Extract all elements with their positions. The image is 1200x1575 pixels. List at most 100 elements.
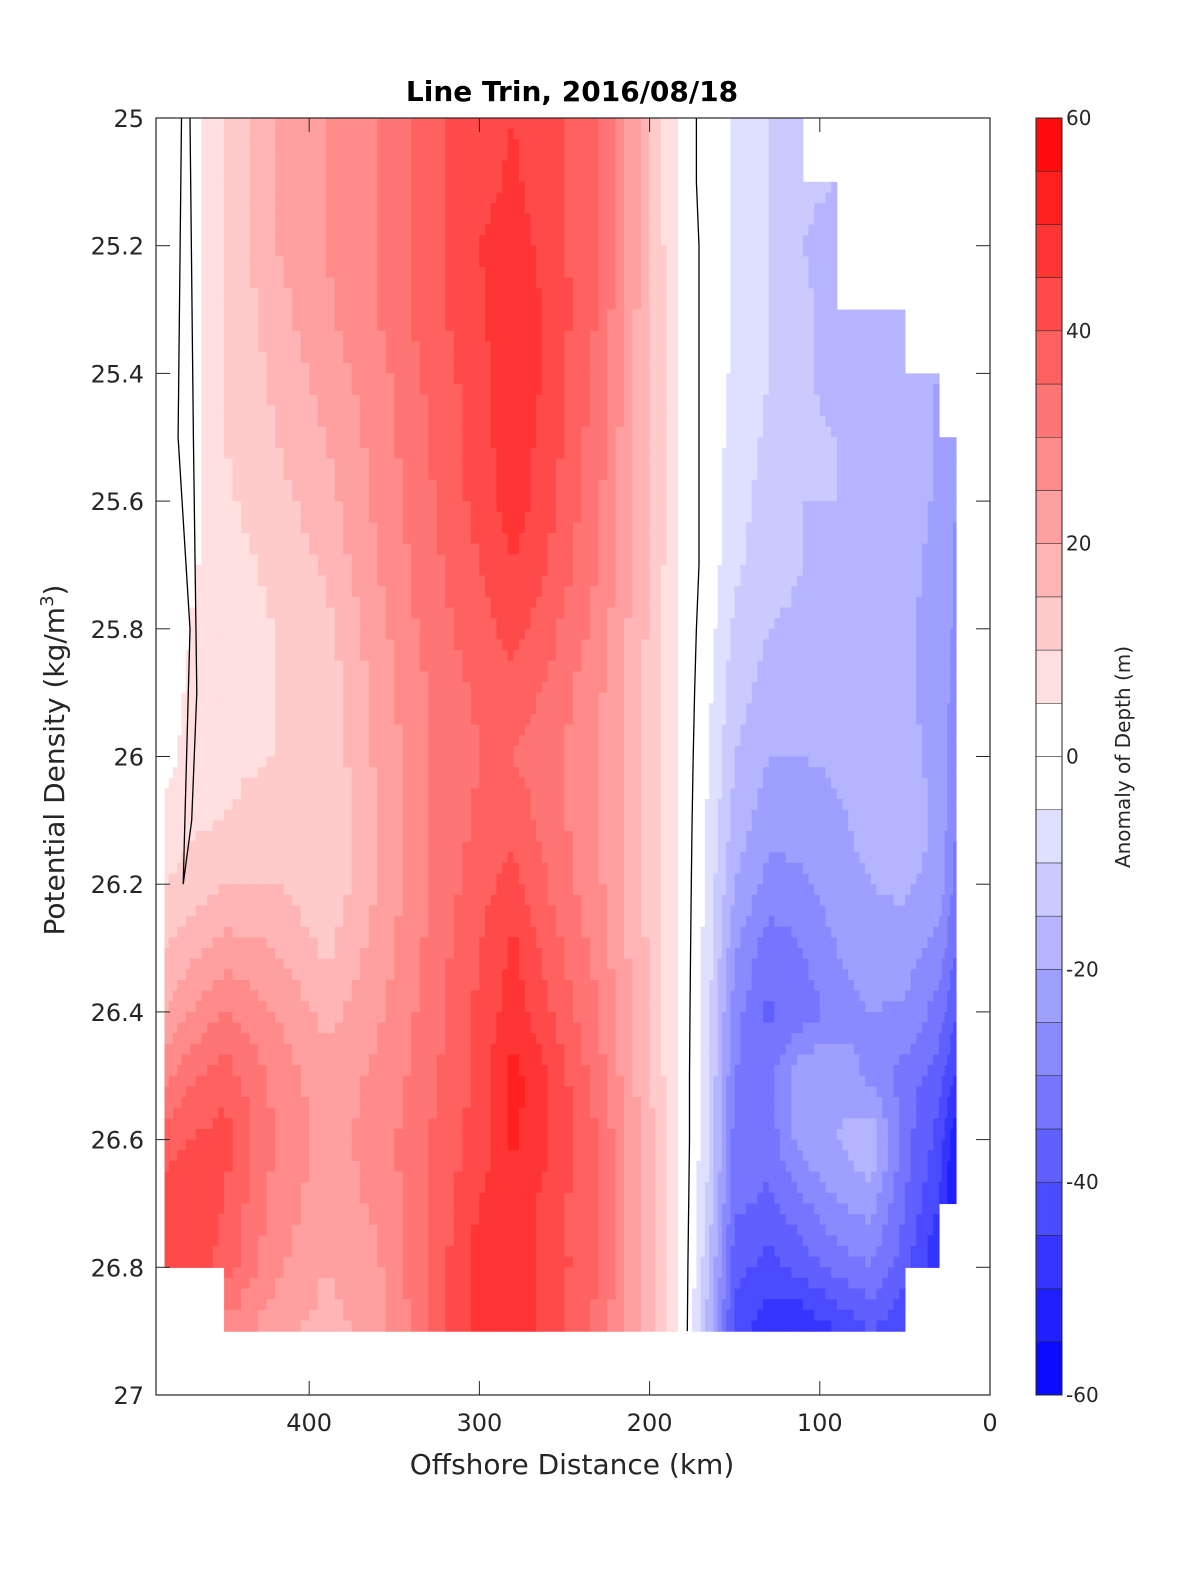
contour-cell: [726, 203, 732, 215]
contour-cell: [201, 224, 208, 236]
contour-cell: [704, 522, 710, 534]
contour-cell: [740, 203, 747, 215]
contour-cell: [709, 320, 715, 332]
contour-cell: [351, 618, 361, 630]
contour-cell: [774, 213, 781, 226]
contour-cell: [249, 405, 259, 417]
contour-cell: [746, 426, 753, 438]
contour-cell: [164, 533, 170, 545]
contour-cell: [195, 564, 202, 577]
contour-cell: [757, 192, 764, 204]
contour-cell: [791, 511, 798, 523]
contour-cell: [490, 564, 497, 577]
contour-cell: [904, 469, 912, 481]
contour-cell: [785, 149, 793, 162]
contour-cell: [547, 384, 557, 396]
contour-cell: [266, 458, 276, 470]
contour-cell: [740, 245, 747, 257]
contour-cell: [717, 362, 723, 374]
contour-cell: [590, 277, 600, 289]
contour-cell: [655, 235, 662, 247]
contour-cell: [791, 437, 798, 449]
contour-cell: [700, 192, 706, 204]
contour-cell: [300, 192, 310, 204]
contour-cell: [649, 394, 656, 406]
contour-cell: [882, 373, 889, 385]
contour-cell: [853, 447, 861, 460]
contour-cell: [530, 405, 537, 417]
contour-cell: [241, 607, 251, 619]
contour-cell: [190, 149, 197, 162]
contour-cell: [607, 235, 617, 247]
contour-cell: [819, 277, 827, 289]
contour-cell: [485, 213, 492, 226]
contour-cell: [360, 288, 370, 300]
contour-cell: [445, 596, 455, 609]
contour-cell: [677, 533, 685, 545]
contour-cell: [343, 320, 353, 332]
contour-cell: [419, 490, 429, 502]
contour-cell: [360, 533, 370, 545]
contour-cell: [241, 533, 251, 545]
contour-cell: [402, 426, 412, 438]
contour-cell: [368, 533, 378, 545]
contour-cell: [904, 384, 912, 396]
contour-cell: [649, 501, 656, 513]
contour-cell: [615, 288, 625, 300]
contour-cell: [536, 277, 543, 289]
contour-cell: [774, 235, 781, 247]
contour-cell: [394, 352, 404, 364]
contour-cell: [541, 533, 549, 545]
contour-cell: [938, 511, 943, 523]
contour-cell: [836, 554, 844, 566]
contour-cell: [360, 501, 370, 513]
contour-cell: [887, 373, 895, 385]
contour-cell: [519, 266, 526, 279]
contour-cell: [453, 607, 463, 619]
contour-cell: [853, 501, 861, 513]
contour-cell: [177, 543, 183, 555]
contour-cell: [283, 490, 293, 502]
contour-cell: [309, 479, 319, 492]
contour-cell: [751, 415, 758, 428]
contour-cell: [185, 533, 191, 545]
contour-cell: [573, 437, 583, 449]
contour-cell: [899, 469, 906, 481]
contour-cell: [555, 288, 566, 300]
contour-cell: [445, 618, 455, 630]
contour-cell: [700, 501, 706, 513]
contour-cell: [768, 149, 775, 162]
contour-cell: [292, 511, 302, 523]
contour-cell: [721, 330, 727, 343]
contour-cell: [164, 245, 170, 257]
contour-cell: [687, 118, 693, 130]
contour-cell: [947, 490, 951, 502]
contour-cell: [607, 554, 617, 566]
contour-cell: [462, 245, 472, 257]
contour-cell: [485, 118, 492, 130]
contour-cell: [641, 213, 651, 226]
contour-cell: [470, 575, 480, 587]
contour-cell: [181, 192, 187, 204]
contour-cell: [730, 469, 736, 481]
contour-cell: [819, 415, 827, 428]
contour-cell: [292, 203, 302, 215]
contour-cell: [768, 128, 775, 140]
contour-cell: [360, 415, 370, 428]
contour-cell: [360, 447, 370, 460]
contour-cell: [334, 426, 344, 438]
contour-cell: [334, 394, 344, 406]
contour-cell: [507, 490, 515, 502]
contour-cell: [825, 362, 832, 374]
contour-cell: [734, 469, 741, 481]
contour-cell: [300, 341, 310, 353]
contour-cell: [502, 298, 509, 311]
contour-cell: [185, 447, 191, 460]
contour-cell: [360, 118, 370, 130]
contour-cell: [687, 171, 693, 183]
contour-cell: [700, 437, 706, 449]
contour-cell: [275, 192, 285, 204]
contour-cell: [536, 256, 543, 268]
contour-cell: [445, 405, 455, 417]
contour-cell: [666, 181, 673, 194]
